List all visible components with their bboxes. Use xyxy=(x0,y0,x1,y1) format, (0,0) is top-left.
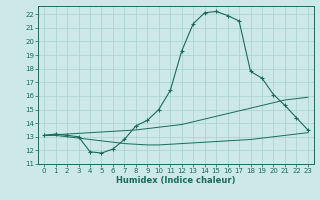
X-axis label: Humidex (Indice chaleur): Humidex (Indice chaleur) xyxy=(116,176,236,185)
